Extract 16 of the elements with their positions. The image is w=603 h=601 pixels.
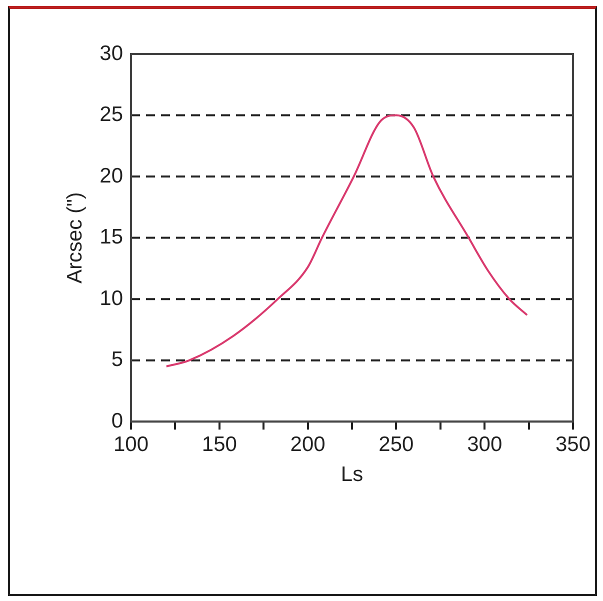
x-axis-title: Ls xyxy=(340,463,364,486)
y-tick-label: 20 xyxy=(100,164,123,188)
x-tick-label: 100 xyxy=(113,432,149,456)
line-series xyxy=(165,114,528,368)
y-tick-label: 5 xyxy=(111,348,123,372)
x-tick-label: 250 xyxy=(378,432,414,456)
x-tick-label: 150 xyxy=(202,432,237,456)
x-tick-label: 200 xyxy=(290,432,326,456)
x-tick-label: 350 xyxy=(555,432,591,456)
y-tick-label: 30 xyxy=(100,42,123,65)
y-tick-label: 0 xyxy=(111,409,123,432)
y-axis-title: Arcsec (") xyxy=(63,192,86,284)
x-tick-label: 300 xyxy=(467,432,502,456)
y-tick-label: 10 xyxy=(100,286,123,310)
y-tick-label: 15 xyxy=(100,226,123,249)
y-tick-label: 25 xyxy=(100,103,123,126)
